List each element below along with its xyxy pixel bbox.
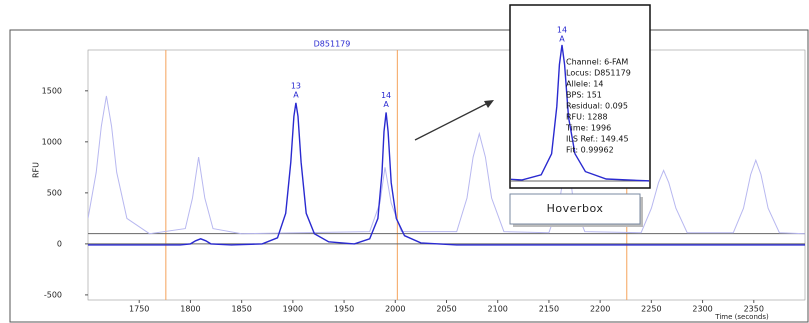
x-tick-label: 2100 bbox=[488, 305, 508, 314]
inset-base-label: A bbox=[559, 35, 565, 44]
caption: Hoverbox bbox=[547, 202, 604, 215]
x-tick-label: 1850 bbox=[231, 305, 251, 314]
hover-line: Allele: 14 bbox=[566, 80, 603, 89]
allele-label: 14 bbox=[381, 91, 391, 100]
hover-line: Locus: D851179 bbox=[566, 69, 631, 78]
x-tick-label: 2000 bbox=[385, 305, 405, 314]
x-tick-label: 2150 bbox=[539, 305, 559, 314]
y-tick-label: 500 bbox=[47, 188, 62, 197]
arrow bbox=[414, 101, 491, 141]
y-tick-label: -500 bbox=[44, 290, 62, 299]
arrow-head bbox=[484, 100, 494, 108]
inset-plot bbox=[511, 44, 649, 182]
allele-label: 13 bbox=[291, 81, 301, 90]
x-tick-label: 2350 bbox=[744, 305, 764, 314]
y-axis-label: RFU bbox=[32, 162, 41, 178]
hover-line: ILS Ref.: 149.45 bbox=[566, 135, 629, 144]
x-axis-label: Time (seconds) bbox=[714, 313, 769, 321]
axes-layer: -500 0 500 1000 1500 1750 1800 1850 1900 1950 2000… bbox=[42, 81, 764, 313]
y-tick-label: 1500 bbox=[42, 86, 62, 95]
inset-frame bbox=[509, 4, 651, 189]
trace bbox=[88, 95, 805, 235]
x-tick-label: 2050 bbox=[436, 305, 456, 314]
x-tick-label: 2300 bbox=[692, 305, 712, 314]
hover-line: BPS: 151 bbox=[566, 91, 602, 100]
x-tick-label: 1900 bbox=[283, 305, 303, 314]
x-tick-label: 2200 bbox=[590, 305, 610, 314]
chart-title: D851179 bbox=[314, 40, 351, 49]
hover-line: Channel: 6-FAM bbox=[566, 58, 628, 67]
x-tick-label: 1750 bbox=[129, 305, 149, 314]
y-tick-label: 1000 bbox=[42, 137, 62, 146]
inset-trace bbox=[511, 44, 649, 182]
x-tick-label: 1800 bbox=[180, 305, 200, 314]
hover-line: Fit: 0.99962 bbox=[566, 146, 614, 155]
base-label: A bbox=[293, 90, 299, 99]
x-tick-label: 1950 bbox=[334, 305, 354, 314]
x-tick-label: 2250 bbox=[641, 305, 661, 314]
hover-line: RFU: 1288 bbox=[566, 113, 608, 122]
base-label: A bbox=[383, 100, 389, 109]
hover-line: Time: 1996 bbox=[565, 124, 611, 133]
inset-layer: 14A Channel: 6-FAM Locus: D851179 Allele: 1… bbox=[511, 26, 649, 182]
y-tick-label: 0 bbox=[57, 239, 62, 248]
caption-box bbox=[509, 193, 641, 225]
trace bbox=[88, 102, 805, 246]
hover-line: Residual: 0.095 bbox=[566, 102, 628, 111]
plot-area bbox=[87, 49, 806, 301]
inset-allele-label: 14 bbox=[557, 26, 567, 35]
